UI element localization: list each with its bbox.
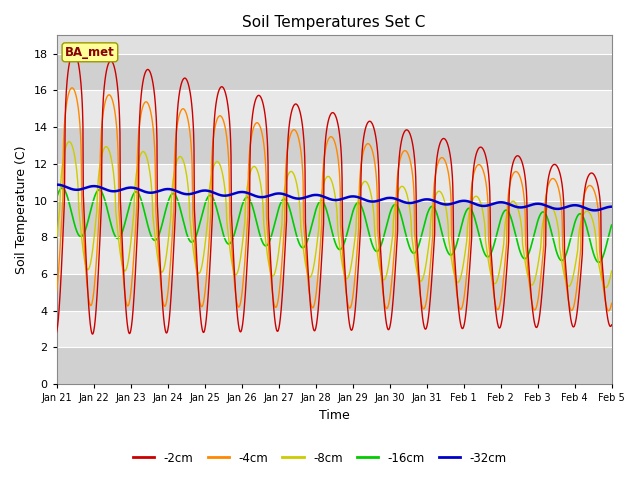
Bar	[57, 90, 612, 127]
Legend: -2cm, -4cm, -8cm, -16cm, -32cm: -2cm, -4cm, -8cm, -16cm, -32cm	[129, 447, 511, 469]
Bar	[57, 201, 612, 237]
Title: Soil Temperatures Set C: Soil Temperatures Set C	[243, 15, 426, 30]
Bar	[57, 164, 612, 201]
Bar	[57, 54, 612, 90]
X-axis label: Time: Time	[319, 409, 349, 422]
Y-axis label: Soil Temperature (C): Soil Temperature (C)	[15, 145, 28, 274]
Text: BA_met: BA_met	[65, 46, 115, 59]
Bar	[57, 311, 612, 348]
Bar	[57, 127, 612, 164]
Bar	[57, 274, 612, 311]
Bar	[57, 348, 612, 384]
Bar	[57, 237, 612, 274]
